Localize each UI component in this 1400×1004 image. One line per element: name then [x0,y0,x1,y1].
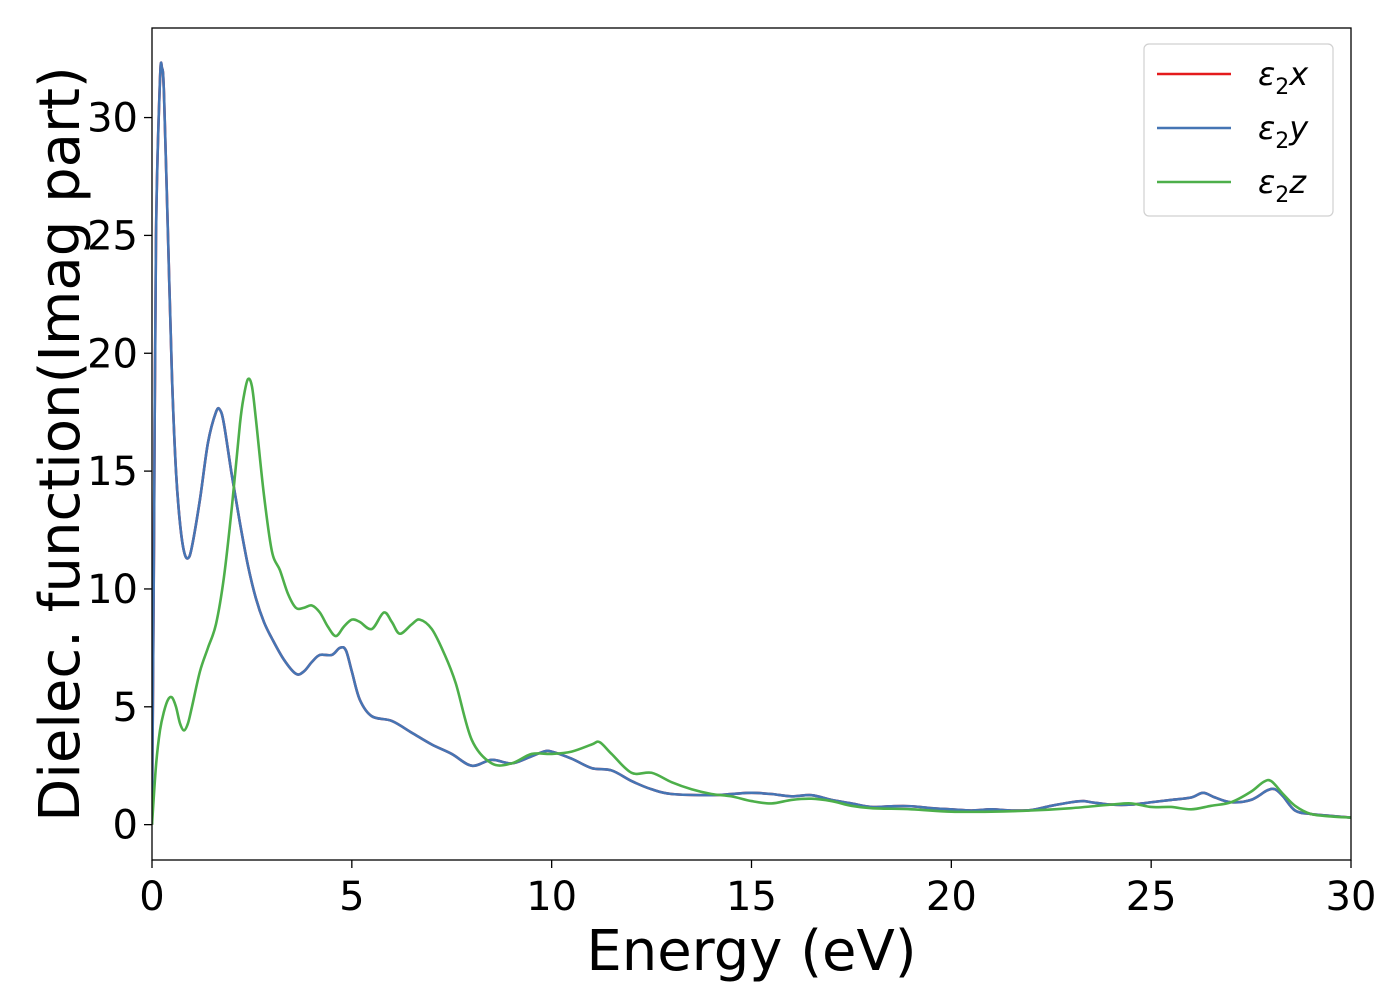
y-tick-label: 5 [113,685,138,731]
x-tick-label: 10 [526,874,577,920]
y-tick-label: 0 [113,803,138,849]
series-line-z-2 [152,377,1351,825]
x-tick-label: 0 [139,874,164,920]
x-axis-ticks: 0 5 10 15 20 25 30 [139,860,1376,920]
x-tick-label: 30 [1326,874,1377,920]
legend-label-x: ε2x [1258,55,1309,100]
y-tick-label: 30 [87,96,138,142]
legend: ε2x ε2y ε2z [1143,43,1334,217]
y-axis-ticks: 0 5 10 15 20 25 30 [87,96,152,849]
y-tick-label: 25 [87,213,138,259]
plot-area-frame [151,27,1352,861]
y-tick-label: 10 [87,567,138,613]
legend-label-z: ε2z [1258,163,1307,208]
x-tick-label: 5 [339,874,364,920]
x-tick-label: 25 [1126,874,1177,920]
legend-box [1143,43,1334,217]
x-axis-label: Energy (eV) [586,919,916,984]
x-tick-label: 15 [726,874,777,920]
y-tick-label: 20 [87,331,138,377]
series-group [152,61,1351,825]
y-axis-label: Dielec. function(Imag part) [28,66,93,822]
legend-label-y: ε2y [1258,109,1309,154]
y-tick-label: 15 [87,449,138,495]
x-tick-label: 20 [926,874,977,920]
